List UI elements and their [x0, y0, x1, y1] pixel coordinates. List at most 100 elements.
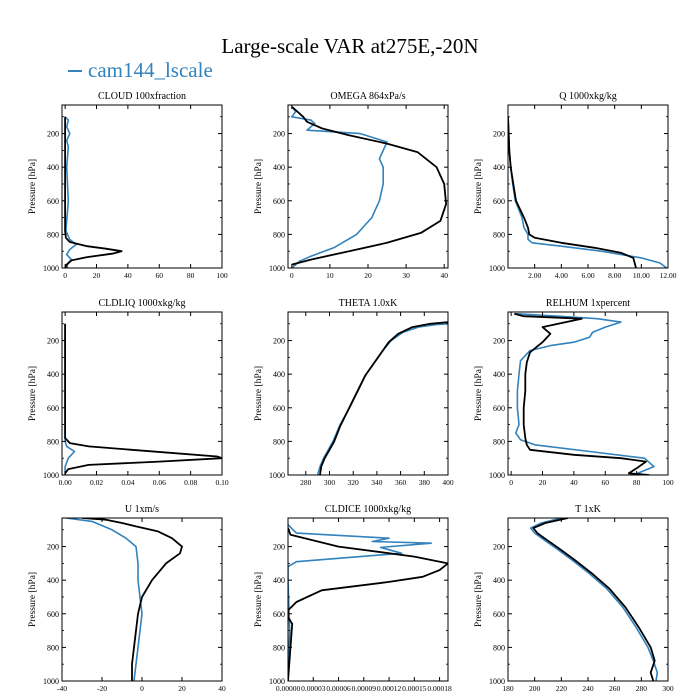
subplot-3: CLDLIQ 1000xkg/kg Pressure [hPa] 200 400 600… — [28, 298, 229, 487]
x-tick-label: 320 — [348, 478, 360, 487]
x-tick-label: 280 — [636, 684, 648, 693]
x-tick-label: 0.00000 — [276, 684, 301, 693]
y-tick-label: 800 — [47, 437, 59, 446]
x-tick-label: 380 — [419, 478, 431, 487]
series-line-cam144 — [65, 518, 143, 681]
y-tick-label: 200 — [47, 543, 59, 552]
series-line-cam144 — [288, 524, 433, 681]
x-tick-label: 4.00 — [555, 271, 568, 280]
x-tick-label: 300 — [324, 478, 336, 487]
y-tick-label: 400 — [493, 370, 505, 379]
y-tick-label: 200 — [273, 337, 285, 346]
y-axis-label: Pressure [hPa] — [474, 159, 484, 214]
x-tick-label: 280 — [300, 478, 312, 487]
figure-title: Large-scale VAR at275E,-20N — [221, 34, 479, 58]
x-tick-label: 0.00003 — [301, 684, 326, 693]
y-tick-label: 400 — [273, 370, 285, 379]
series-line-cam144 — [290, 106, 388, 268]
y-tick-label: 1000 — [43, 677, 59, 686]
x-tick-label: 80 — [633, 478, 641, 487]
subplot-7: CLDICE 1000xkg/kg Pressure [hPa] 200 400 600… — [254, 504, 452, 693]
y-tick-label: 600 — [493, 610, 505, 619]
legend-label: cam144_lscale — [88, 58, 213, 82]
y-axis-label: Pressure [hPa] — [254, 159, 264, 214]
plot-frame — [507, 311, 669, 476]
x-tick-label: 0.08 — [184, 478, 197, 487]
y-axis-label: Pressure [hPa] — [28, 572, 38, 627]
legend-swatch — [68, 70, 82, 73]
y-tick-label: 200 — [47, 337, 59, 346]
x-tick-label: 0.00018 — [427, 684, 452, 693]
series-group — [508, 116, 668, 268]
series-line-black — [508, 116, 637, 268]
series-line-black — [288, 527, 448, 681]
y-tick-label: 600 — [47, 610, 59, 619]
plot-frame — [287, 517, 449, 682]
y-tick-label: 400 — [47, 370, 59, 379]
x-tick-label: 0.00015 — [402, 684, 427, 693]
subplot-title: CLOUD 100xfraction — [98, 91, 186, 102]
series-group — [288, 524, 448, 681]
x-tick-label: 20 — [178, 684, 186, 693]
y-axis-label: Pressure [hPa] — [254, 572, 264, 627]
x-tick-label: 80 — [187, 271, 195, 280]
x-tick-label: 60 — [156, 271, 164, 280]
y-tick-label: 200 — [47, 130, 59, 139]
series-line-cam144 — [64, 323, 76, 475]
y-tick-label: 1000 — [489, 677, 505, 686]
y-tick-label: 800 — [273, 437, 285, 446]
x-tick-label: 0.10 — [215, 478, 228, 487]
x-tick-label: 0.06 — [153, 478, 166, 487]
x-tick-label: 2.00 — [528, 271, 541, 280]
x-tick-label: 0.00012 — [377, 684, 402, 693]
y-tick-label: 800 — [273, 230, 285, 239]
x-tick-label: 0 — [290, 271, 294, 280]
x-tick-label: -40 — [57, 684, 67, 693]
x-tick-label: 0.04 — [121, 478, 134, 487]
subplot-title: Q 1000xkg/kg — [559, 91, 617, 102]
y-tick-label: 400 — [273, 576, 285, 585]
x-tick-label: 20 — [93, 271, 101, 280]
x-tick-label: 340 — [371, 478, 383, 487]
y-tick-label: 400 — [47, 163, 59, 172]
subplot-4: THETA 1.0xK Pressure [hPa] 200 400 600 800 100… — [254, 298, 454, 487]
series-line-cam144 — [316, 323, 448, 475]
series-group — [316, 321, 448, 475]
x-tick-label: 360 — [395, 478, 407, 487]
y-tick-label: 400 — [493, 163, 505, 172]
y-tick-label: 1000 — [43, 264, 59, 273]
y-tick-label: 800 — [493, 437, 505, 446]
y-tick-label: 600 — [273, 404, 285, 413]
y-axis-label: Pressure [hPa] — [28, 159, 38, 214]
x-tick-label: 0.00009 — [352, 684, 377, 693]
subplot-title: RELHUM 1xpercent — [546, 298, 630, 309]
y-tick-label: 800 — [47, 643, 59, 652]
x-tick-label: 40 — [570, 478, 578, 487]
x-tick-label: 100 — [662, 478, 674, 487]
x-tick-label: 0 — [63, 271, 67, 280]
y-tick-label: 1000 — [269, 264, 285, 273]
series-line-black — [64, 323, 222, 474]
x-tick-label: 8.00 — [608, 271, 621, 280]
x-tick-label: 20 — [539, 478, 547, 487]
subplot-title: CLDICE 1000xkg/kg — [325, 504, 411, 515]
y-axis-label: Pressure [hPa] — [474, 366, 484, 421]
x-tick-label: 0.00 — [59, 478, 72, 487]
y-tick-label: 1000 — [489, 264, 505, 273]
x-tick-label: 10 — [326, 271, 334, 280]
y-tick-label: 600 — [273, 610, 285, 619]
y-tick-label: 600 — [273, 197, 285, 206]
y-tick-label: 400 — [273, 163, 285, 172]
y-tick-label: 800 — [493, 643, 505, 652]
subplot-title: CLDLIQ 1000xkg/kg — [99, 298, 186, 309]
y-axis-label: Pressure [hPa] — [474, 572, 484, 627]
y-tick-label: 600 — [493, 197, 505, 206]
series-line-black — [291, 106, 448, 266]
series-line-cam144 — [508, 116, 668, 268]
x-tick-label: 40 — [440, 271, 448, 280]
